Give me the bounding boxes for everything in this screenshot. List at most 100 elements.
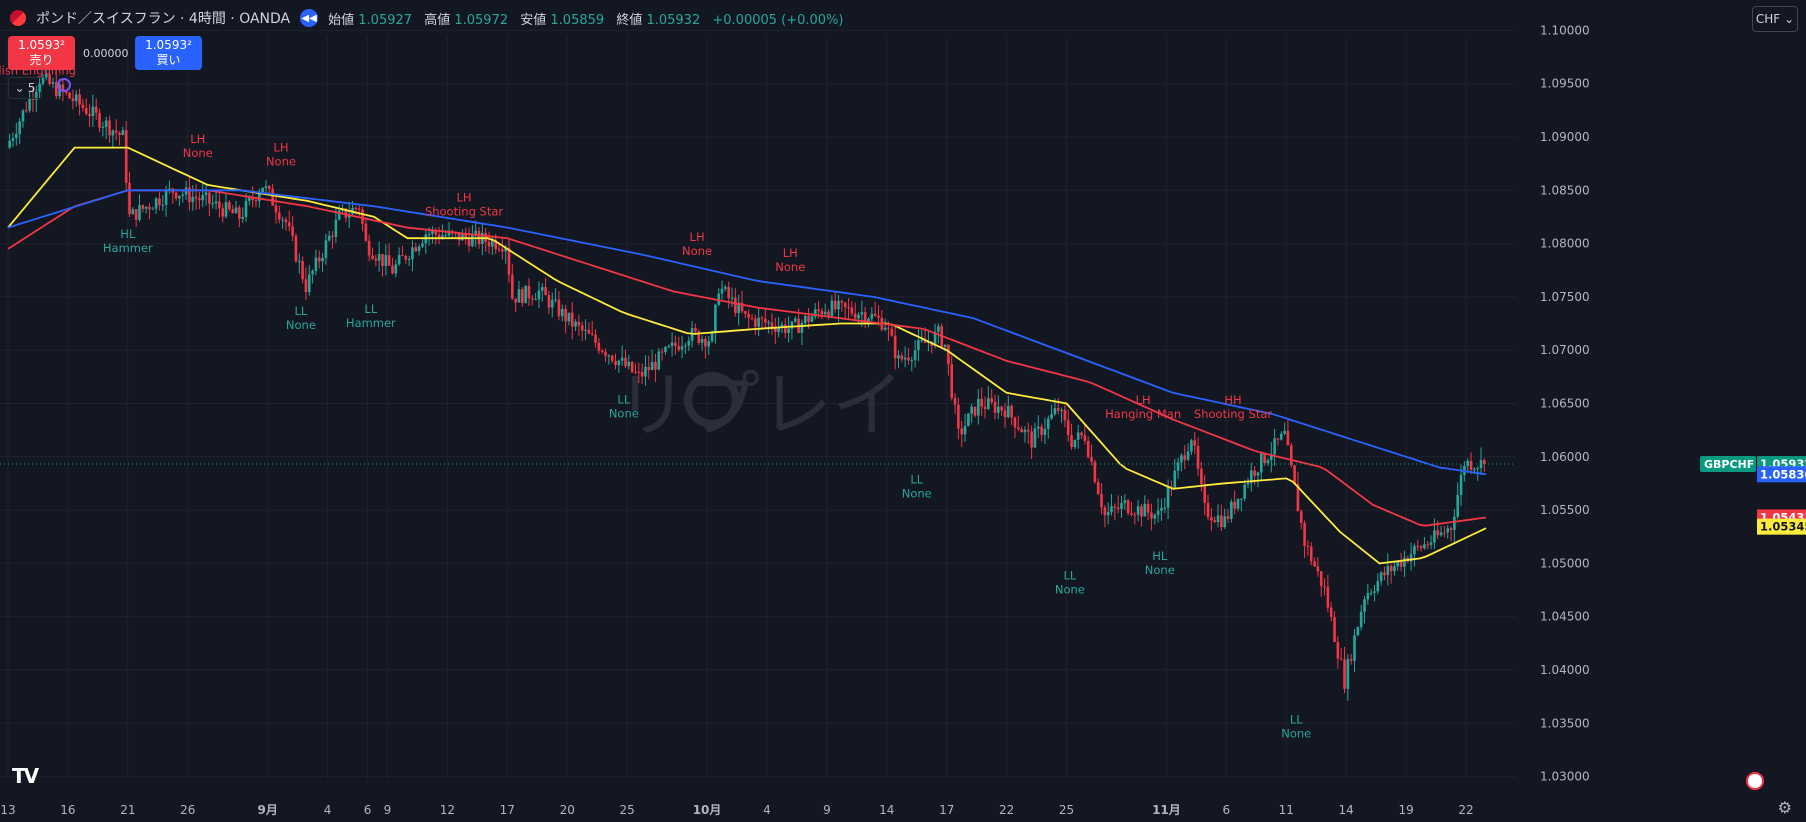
candle-body xyxy=(977,398,980,416)
candle-body xyxy=(1213,520,1217,523)
candle-body xyxy=(101,126,105,128)
candle-body xyxy=(664,346,667,353)
candle-body xyxy=(138,205,141,220)
candle-body xyxy=(74,94,78,102)
candle-body xyxy=(670,342,674,347)
y-tick-label: 1.10000 xyxy=(1540,23,1590,37)
candle-body xyxy=(727,287,730,299)
currency-selector[interactable]: CHF ⌄ xyxy=(1752,6,1798,32)
candle-body xyxy=(737,302,740,314)
candle-body xyxy=(1329,607,1333,617)
candle-body xyxy=(94,106,98,113)
candle-body xyxy=(1339,658,1343,660)
candle-body xyxy=(1273,438,1276,455)
candle-body xyxy=(118,132,121,135)
candle-body xyxy=(987,398,990,409)
candle-body xyxy=(1349,659,1353,661)
candle-body xyxy=(1286,430,1290,446)
candle-body xyxy=(457,231,461,241)
candle-body xyxy=(144,206,148,209)
candle-body xyxy=(208,192,211,204)
candle-body xyxy=(907,357,910,361)
candle-body xyxy=(1080,432,1083,436)
candle-body xyxy=(258,193,261,202)
candle-body xyxy=(517,289,521,303)
replay-icon[interactable]: ◀◀ xyxy=(300,9,319,27)
chevron-down-icon: ⌄ xyxy=(14,81,25,95)
candle-body xyxy=(21,110,25,122)
candle-body xyxy=(321,257,324,262)
candle-body xyxy=(830,300,834,317)
y-tick-label: 1.06000 xyxy=(1540,450,1590,464)
symbol-title[interactable]: ポンド／スイスフラン · 4時間 · OANDA xyxy=(36,11,291,27)
chart-header: ポンド／スイスフラン · 4時間 · OANDA ◀◀ 始値 1.05927 高… xyxy=(0,0,1806,36)
candle-body xyxy=(1359,611,1363,628)
replay-watermark-icon xyxy=(684,372,740,428)
pattern-label: Shooting Star xyxy=(425,205,503,219)
candle-body xyxy=(1196,445,1200,469)
candle-body xyxy=(823,311,827,315)
candle-body xyxy=(780,324,784,328)
candle-body xyxy=(873,313,877,316)
candle-body xyxy=(1230,501,1233,519)
candle-body xyxy=(1436,530,1440,536)
candle-body xyxy=(1186,451,1190,460)
candle-body xyxy=(1453,516,1456,530)
candle-body xyxy=(1343,659,1346,689)
candle-body xyxy=(607,355,611,357)
candle-body xyxy=(1036,426,1040,429)
candle-body xyxy=(580,325,584,331)
buy-button[interactable]: 1.0593² 買い xyxy=(135,36,202,70)
y-tick-label: 1.09000 xyxy=(1540,130,1590,144)
candle-body xyxy=(530,298,534,300)
candle-body xyxy=(124,130,128,183)
candle-body xyxy=(724,287,727,289)
candle-body xyxy=(1190,440,1193,452)
candle-body xyxy=(148,206,151,210)
candle-body xyxy=(790,321,794,329)
candle-body xyxy=(867,318,870,322)
sell-button[interactable]: 1.0593² 売り xyxy=(8,36,75,70)
candle-body xyxy=(1013,417,1017,428)
gear-icon[interactable]: ⚙ xyxy=(1777,798,1792,817)
candle-body xyxy=(887,327,890,329)
candle-body xyxy=(764,318,767,323)
candle-body xyxy=(474,230,478,235)
candle-body xyxy=(8,140,11,148)
candle-body xyxy=(25,110,28,112)
candle-body xyxy=(783,324,787,333)
candle-body xyxy=(860,312,864,315)
y-tick-label: 1.09500 xyxy=(1540,77,1590,91)
candle-body xyxy=(1007,405,1010,418)
candle-body xyxy=(158,198,161,206)
candle-body xyxy=(1240,498,1243,500)
candle-body xyxy=(740,302,744,312)
candle-body xyxy=(620,357,624,361)
candle-body xyxy=(504,247,507,252)
indicator-collapse-button[interactable]: ⌄ 5 xyxy=(8,77,42,99)
tradingview-logo[interactable]: TV xyxy=(12,764,39,788)
candle-body xyxy=(264,186,268,188)
candle-body xyxy=(1346,659,1350,689)
candle-body xyxy=(487,241,491,247)
candle-body xyxy=(241,216,244,219)
candle-body xyxy=(953,397,957,405)
x-tick-label: 17 xyxy=(500,803,515,817)
candle-body xyxy=(923,340,927,343)
candle-body xyxy=(427,233,431,235)
candle-body xyxy=(624,357,627,367)
candle-body xyxy=(1279,433,1283,440)
candle-body xyxy=(1316,566,1320,572)
candle-body xyxy=(1046,418,1050,429)
candle-body xyxy=(560,308,564,317)
candle-body xyxy=(524,285,527,304)
flag-icon[interactable] xyxy=(1746,772,1764,790)
candle-body xyxy=(384,255,388,266)
candle-body xyxy=(1379,572,1383,582)
candle-body xyxy=(1473,468,1476,470)
candle-body xyxy=(1156,510,1160,515)
candle-body xyxy=(1076,432,1080,440)
y-tick-label: 1.06500 xyxy=(1540,397,1590,411)
candle-body xyxy=(228,202,231,210)
